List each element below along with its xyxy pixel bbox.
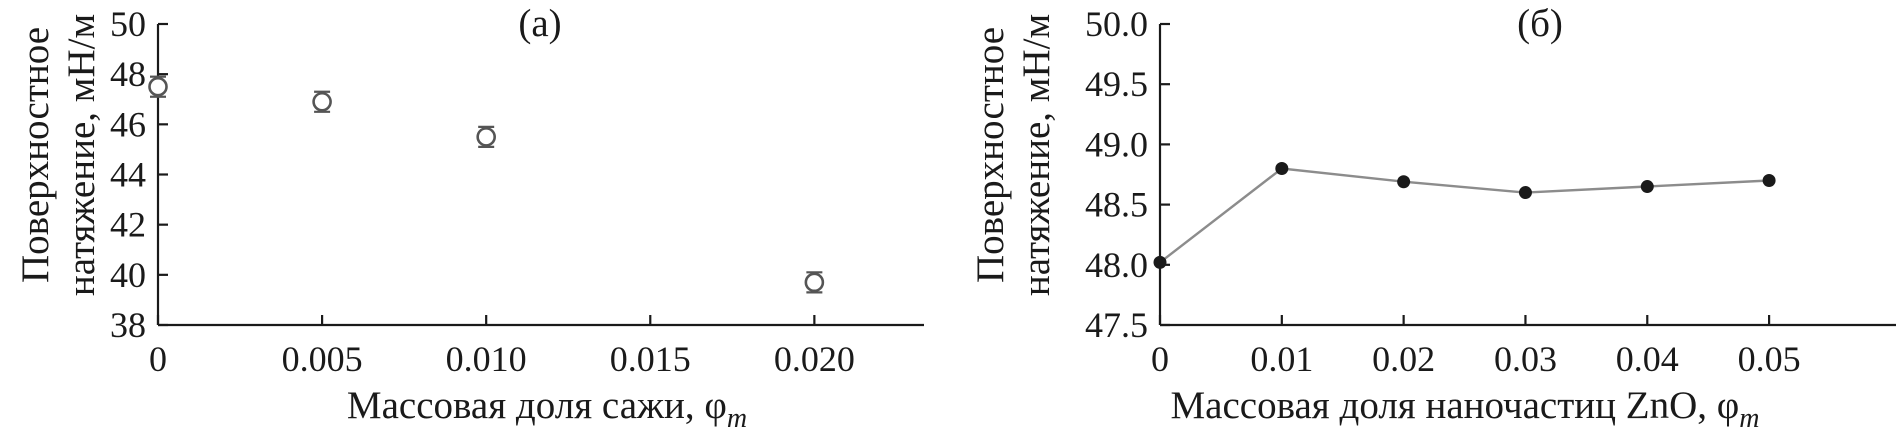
panel-b-series-line [1159, 167, 1770, 264]
panel-a-y-tick-label: 40 [110, 255, 146, 295]
panel-b-x-tick-label: 0.04 [1616, 339, 1679, 379]
panel-a-x-axis-title: Массовая доля сажи, φm [347, 384, 747, 434]
panel-a-data-point [476, 127, 496, 147]
panel-a-x-ticks: 0 0.005 0.010 0.015 0.020 [149, 315, 855, 379]
panel-a-x-tick-label: 0.005 [282, 339, 363, 379]
panel-a-x-tick-label: 0.015 [610, 339, 691, 379]
panel-b-y-tick-label: 49.5 [1085, 64, 1148, 104]
panel-b-x-tick-label: 0.02 [1372, 339, 1435, 379]
panel-a-x-axis-title-main: Массовая доля сажи, φ [347, 384, 727, 427]
panel-b-data-point [1397, 175, 1411, 189]
panel-b-data-point [1640, 180, 1654, 194]
panel-a-y-axis-title-line2: натяжение, мН/м [60, 14, 103, 296]
panel-a-data-point [804, 272, 825, 293]
panel-a-y-axis-title-line1: Поверхностное [14, 27, 57, 283]
panel-b-data-point [1518, 186, 1532, 200]
panel-a-x-tick-label: 0.020 [774, 339, 855, 379]
panel-b-y-axis-title-line1: Поверхностное [969, 27, 1012, 283]
chart-panel-b: (б) Поверхностное натяжение, мН/м Массов… [969, 2, 1896, 434]
panel-b-x-tick-label: 0 [1151, 339, 1169, 379]
panel-b-label: (б) [1517, 2, 1563, 45]
panel-a-y-tick-label: 46 [110, 104, 146, 144]
panel-b-x-tick-label: 0.01 [1250, 339, 1313, 379]
panel-b-y-ticks: 47.5 48.0 48.5 49.0 49.5 50.0 [1085, 4, 1170, 345]
panel-b-data-point [1275, 161, 1289, 175]
panel-a-data-points [148, 75, 825, 294]
panel-b-y-tick-label: 48.0 [1085, 245, 1148, 285]
panel-b-x-tick-label: 0.03 [1494, 339, 1557, 379]
panel-b-y-axis-title-line2: натяжение, мН/м [1015, 14, 1058, 296]
panel-a-y-tick-label: 38 [110, 305, 146, 345]
panel-b-x-axis-title: Массовая доля наночастиц ZnO, φm [1170, 384, 1759, 434]
panel-b-y-axis-title: Поверхностное натяжение, мН/м [969, 14, 1058, 296]
panel-b-x-ticks: 0 0.01 0.02 0.03 0.04 0.05 [1151, 315, 1801, 379]
panel-b-data-point [1153, 255, 1167, 269]
panel-a-data-point [148, 76, 168, 97]
panel-b-data-points [1153, 161, 1776, 269]
panel-a-data-point [312, 91, 332, 112]
panel-b-y-tick-label: 47.5 [1085, 305, 1148, 345]
panel-b-data-point [1762, 174, 1776, 188]
panel-a-y-axis-title: Поверхностное натяжение, мН/м [14, 14, 103, 296]
panel-a-y-tick-label: 50 [110, 4, 146, 44]
panel-a-y-tick-label: 44 [110, 155, 146, 195]
panel-a-label: (a) [518, 2, 561, 45]
panel-b-y-tick-label: 48.5 [1085, 185, 1148, 225]
panel-a-x-axis-title-subscript: m [727, 403, 747, 434]
panel-a-y-ticks: 38 40 42 44 46 48 50 [110, 4, 168, 345]
panel-b-x-axis-title-subscript: m [1739, 403, 1759, 434]
chart-panel-a: (a) Поверхностное натяжение, мН/м Массов… [14, 2, 924, 434]
panel-b-y-tick-label: 49.0 [1085, 124, 1148, 164]
panel-a-x-tick-label: 0.010 [446, 339, 527, 379]
panel-b-x-tick-label: 0.05 [1738, 339, 1801, 379]
panel-a-y-tick-label: 48 [110, 54, 146, 94]
panel-a-y-tick-label: 42 [110, 205, 146, 245]
panel-b-y-tick-label: 50.0 [1085, 4, 1148, 44]
panel-b-x-axis-title-main: Массовая доля наночастиц ZnO, φ [1170, 384, 1739, 427]
panel-a-x-tick-label: 0 [149, 339, 167, 379]
